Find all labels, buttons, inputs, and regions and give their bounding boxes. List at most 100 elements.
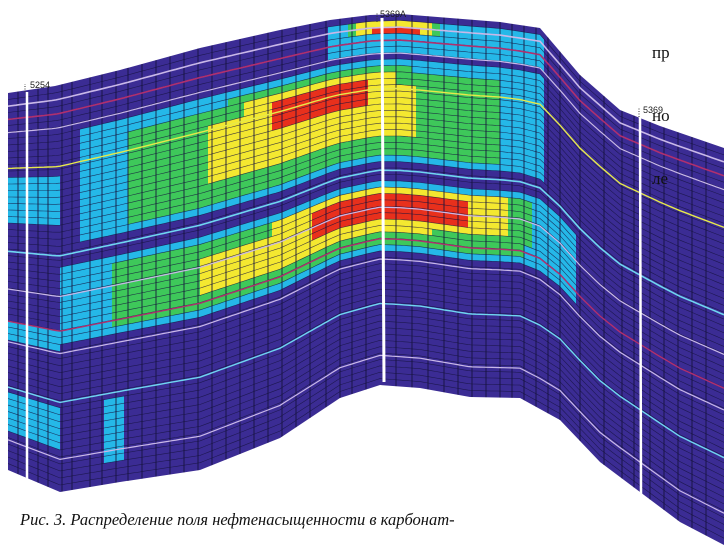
saturation-cell [448, 153, 452, 161]
saturation-cell [468, 143, 472, 150]
saturation-cell [8, 210, 12, 217]
saturation-cell [528, 207, 532, 216]
saturation-cell [440, 62, 444, 70]
saturation-cell [440, 146, 444, 154]
saturation-cell [348, 231, 352, 240]
saturation-cell [120, 438, 124, 447]
saturation-cell [116, 304, 120, 313]
saturation-cell [32, 412, 36, 421]
saturation-cell [492, 222, 496, 229]
saturation-cell [268, 95, 272, 104]
saturation-cell [104, 200, 108, 209]
saturation-cell [160, 129, 164, 139]
saturation-cell [124, 210, 128, 219]
saturation-cell [392, 212, 396, 220]
saturation-cell [356, 113, 360, 121]
saturation-cell [500, 158, 504, 165]
saturation-cell [476, 241, 480, 248]
horizon-lines [8, 26, 724, 514]
saturation-cell [108, 398, 112, 406]
saturation-cell [212, 268, 216, 277]
saturation-cell [528, 162, 532, 171]
saturation-cell [472, 45, 476, 53]
saturation-cell [504, 145, 508, 153]
saturation-cell [444, 101, 448, 109]
saturation-cell [56, 197, 60, 205]
saturation-cell [464, 51, 468, 59]
saturation-cell [108, 270, 112, 279]
saturation-cell [352, 94, 356, 102]
saturation-cell [248, 271, 252, 280]
saturation-cell [384, 123, 388, 130]
saturation-cell [236, 239, 240, 248]
saturation-cell [396, 238, 400, 246]
saturation-cell [52, 197, 56, 205]
saturation-cell [240, 231, 244, 240]
saturation-cell [528, 123, 532, 131]
saturation-cell [420, 189, 424, 196]
saturation-cell [524, 135, 528, 143]
saturation-cell [152, 246, 156, 255]
saturation-cell [464, 136, 468, 143]
saturation-cell [116, 268, 120, 277]
horizon-line [8, 87, 724, 229]
saturation-cell [64, 265, 68, 274]
saturation-cell [552, 254, 556, 265]
saturation-cell [104, 165, 108, 174]
saturation-cell [524, 122, 528, 130]
saturation-cell [300, 73, 304, 81]
saturation-cell [384, 148, 388, 156]
saturation-cell [144, 212, 148, 221]
saturation-cell [296, 218, 300, 228]
saturation-cell [440, 126, 444, 134]
saturation-cell [468, 136, 472, 144]
saturation-cell [220, 301, 224, 311]
saturation-cell [428, 202, 432, 210]
saturation-cell [500, 164, 504, 172]
saturation-cell [104, 406, 108, 414]
saturation-cell [276, 283, 280, 292]
saturation-cell [328, 257, 332, 267]
saturation-cell [336, 156, 340, 164]
saturation-cell [400, 181, 404, 188]
saturation-cell [368, 40, 372, 48]
saturation-cell [436, 36, 440, 43]
saturation-cell [424, 22, 428, 30]
saturation-cell [444, 30, 448, 38]
saturation-cell [528, 136, 532, 144]
saturation-cell [84, 169, 88, 178]
saturation-cell [164, 287, 168, 296]
saturation-cell [92, 139, 96, 148]
saturation-cell [512, 120, 516, 128]
saturation-cell [568, 282, 572, 294]
saturation-cell [108, 164, 112, 173]
saturation-cell [340, 37, 344, 45]
saturation-cell [388, 180, 392, 188]
saturation-cell [360, 60, 364, 68]
saturation-cell [436, 120, 440, 127]
saturation-cell [420, 227, 424, 235]
saturation-cell [292, 227, 296, 236]
saturation-cell [396, 71, 400, 79]
saturation-cell [104, 420, 108, 428]
saturation-cell [132, 129, 136, 138]
saturation-cell [276, 163, 280, 172]
saturation-cell [416, 156, 420, 164]
saturation-cell [108, 327, 112, 336]
saturation-cell [132, 215, 136, 224]
saturation-cell [72, 271, 76, 279]
saturation-cell [132, 208, 136, 217]
saturation-cell [492, 40, 496, 48]
saturation-cell [184, 283, 188, 292]
saturation-cell [264, 251, 268, 261]
saturation-cell [236, 260, 240, 270]
saturation-cell [508, 36, 512, 44]
saturation-cell [452, 121, 456, 129]
saturation-cell [516, 121, 520, 128]
saturation-cell [116, 197, 120, 206]
saturation-cell [228, 234, 232, 244]
saturation-cell [404, 104, 408, 111]
saturation-cell [40, 401, 44, 410]
saturation-cell [564, 221, 568, 232]
saturation-cell [568, 238, 572, 250]
